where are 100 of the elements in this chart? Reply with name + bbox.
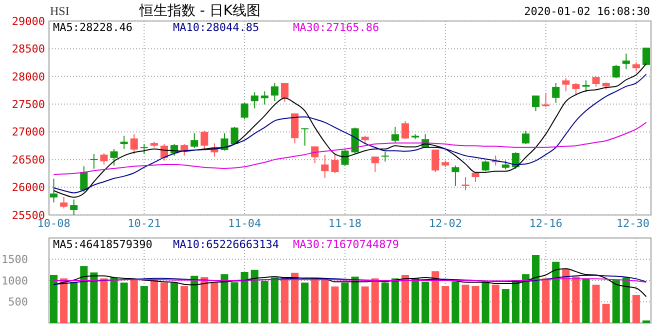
x-tick-label: 12-02: [428, 217, 462, 230]
candlestick: [321, 154, 329, 179]
bar: [432, 271, 440, 323]
bar: [100, 278, 108, 323]
x-tick-label: 12-30: [616, 217, 650, 230]
bar: [381, 282, 389, 323]
text: HSI: [50, 4, 70, 18]
bar: [442, 286, 450, 323]
bar: [391, 278, 399, 323]
bar: [371, 278, 379, 323]
bar: [552, 262, 560, 323]
candlestick: [230, 126, 238, 146]
bar: [331, 286, 339, 323]
bar: [622, 278, 630, 323]
bar: [482, 282, 490, 323]
bar: [502, 289, 510, 323]
candlestick: [331, 154, 339, 174]
bar: [452, 282, 460, 323]
bar: [492, 284, 500, 323]
bar: [572, 276, 580, 323]
candlestick: [341, 149, 349, 167]
candlestick: [120, 135, 128, 150]
bar: [291, 272, 299, 323]
bar: [80, 266, 88, 323]
candlestick: [301, 128, 309, 146]
bar: [361, 286, 369, 323]
candlestick: [632, 62, 640, 72]
candlestick: [472, 172, 480, 182]
bar: [190, 276, 198, 323]
candlestick: [552, 82, 560, 104]
bar: [351, 276, 359, 323]
candlestick: [270, 82, 278, 102]
candlestick: [140, 144, 148, 154]
y-tick-label: 27500: [12, 98, 45, 111]
candlestick: [70, 198, 78, 216]
y-tick-label: 26000: [12, 181, 45, 194]
candlestick: [642, 47, 650, 66]
y-tick-label: 1500: [2, 253, 28, 266]
bar: [612, 280, 620, 323]
y-tick-label: 500: [8, 296, 28, 309]
bar: [130, 278, 138, 323]
candlestick: [562, 78, 570, 92]
y-tick-label: 28500: [12, 42, 45, 56]
bar: [602, 304, 610, 323]
bar: [321, 278, 329, 323]
candlestick: [432, 149, 440, 173]
candlestick: [200, 130, 208, 150]
bar: [170, 282, 178, 323]
candlestick: [190, 132, 198, 149]
candlestick: [371, 156, 379, 173]
candlestick: [452, 165, 460, 186]
bar: [341, 282, 349, 323]
candlestick: [391, 126, 399, 143]
bar: [200, 277, 208, 323]
y-tick-label: 26500: [12, 153, 45, 166]
bar: [270, 278, 278, 323]
candlestick: [80, 166, 88, 192]
candlestick: [260, 90, 268, 105]
bar: [280, 278, 288, 323]
bar: [532, 255, 540, 323]
bar: [180, 286, 188, 323]
candlestick: [50, 178, 58, 203]
bar: [462, 284, 470, 323]
bar: [412, 278, 420, 323]
bar: [592, 284, 600, 323]
candlestick: [90, 153, 98, 170]
x-tick-label: 11-04: [228, 217, 262, 230]
bar: [301, 282, 309, 323]
candlestick: [180, 144, 188, 156]
bar: [542, 278, 550, 323]
y-tick-label: 27000: [12, 126, 45, 139]
text: MA30:71670744879: [293, 238, 399, 251]
bar: [50, 274, 58, 323]
bar: [60, 278, 68, 323]
x-tick-label: 11-18: [328, 217, 362, 230]
bar: [422, 282, 430, 323]
bar: [240, 272, 248, 323]
candlestick: [100, 152, 108, 166]
candlestick: [401, 120, 409, 140]
candlestick: [612, 64, 620, 79]
bar: [642, 320, 650, 323]
bar: [472, 286, 480, 323]
text: MA10:65226663134: [173, 238, 280, 251]
candlestick: [240, 102, 248, 120]
candlestick: [60, 196, 68, 209]
bar: [70, 282, 78, 323]
y-tick-label: 1000: [2, 274, 28, 288]
candlestick: [482, 160, 490, 172]
text: 2020-01-02 16:08:30: [524, 5, 650, 18]
text: MA30:27165.86: [293, 21, 380, 34]
bar: [150, 279, 158, 323]
y-tick-label: 29000: [12, 14, 45, 28]
bar: [210, 282, 218, 323]
candlestick: [522, 130, 530, 145]
candlestick: [381, 151, 389, 162]
x-tick-label: 10-08: [37, 217, 70, 230]
candlestick: [250, 92, 258, 109]
candlestick: [582, 80, 590, 92]
text: MA5:28228.46: [53, 21, 132, 34]
bar: [522, 274, 530, 323]
